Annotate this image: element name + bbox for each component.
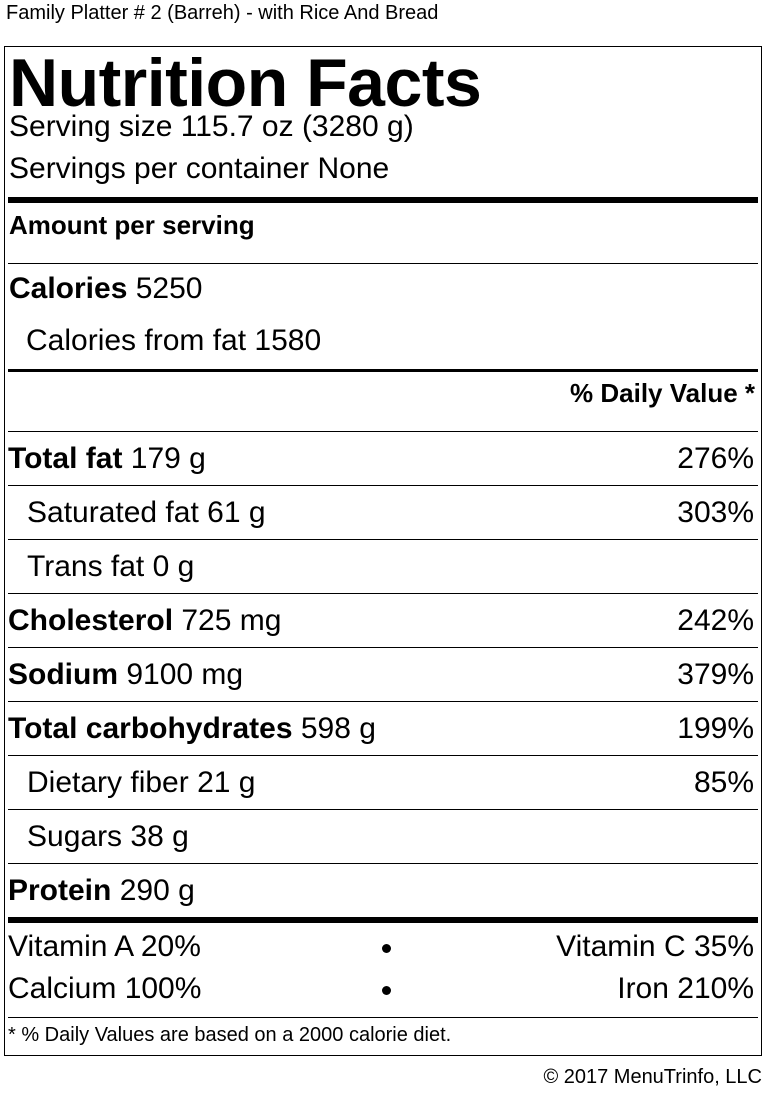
nutrient-daily-value: 303% xyxy=(677,496,754,529)
nutrient-name: Protein xyxy=(8,874,112,907)
nutrient-row: Total carbohydrates 598 g 199% xyxy=(8,702,758,756)
nutrient-label: Sugars 38 g xyxy=(27,810,189,864)
nutrient-amount: 0 g xyxy=(152,550,195,583)
nutrition-facts-heading: Nutrition Facts xyxy=(9,45,482,121)
nutrient-daily-value: 242% xyxy=(677,604,754,637)
calcium: Calcium 100% xyxy=(8,972,202,1005)
divider xyxy=(8,485,758,486)
divider xyxy=(8,431,758,432)
nutrient-name: Total fat xyxy=(8,442,123,475)
nutrient-daily-value: 199% xyxy=(677,712,754,745)
nutrition-label: Nutrition Facts Serving size 115.7 oz (3… xyxy=(4,45,762,1056)
divider xyxy=(8,701,758,702)
nutrient-amount: 179 g xyxy=(130,442,206,475)
vitamin-row: Vitamin A 20% Vitamin C 35% xyxy=(8,927,758,967)
divider xyxy=(8,755,758,756)
nutrient-amount: 9100 mg xyxy=(126,658,244,691)
servings-per-container: Servings per container None xyxy=(9,152,390,185)
divider xyxy=(8,263,758,264)
nutrient-label: Sodium 9100 mg xyxy=(8,648,243,702)
iron: Iron 210% xyxy=(617,972,754,1005)
footnote: * % Daily Values are based on a 2000 cal… xyxy=(8,1024,452,1046)
vitamin-a: Vitamin A 20% xyxy=(8,930,201,963)
calories-label: Calories xyxy=(9,272,128,305)
divider xyxy=(8,593,758,594)
nutrient-row: Trans fat 0 g xyxy=(8,540,758,594)
nutrient-name: Total carbohydrates xyxy=(8,712,293,745)
thick-divider xyxy=(8,917,758,923)
nutrient-label: Saturated fat 61 g xyxy=(27,486,266,540)
nutrient-amount: 725 mg xyxy=(181,604,282,637)
nutrient-label: Cholesterol 725 mg xyxy=(8,594,281,648)
nutrient-label: Dietary fiber 21 g xyxy=(27,756,255,810)
nutrient-amount: 61 g xyxy=(207,496,266,529)
nutrient-name: Dietary fiber xyxy=(27,766,189,799)
nutrient-daily-value: 379% xyxy=(677,658,754,691)
copyright: © 2017 MenuTrinfo, LLC xyxy=(543,1066,762,1088)
nutrient-name: Saturated fat xyxy=(27,496,199,529)
nutrient-amount: 21 g xyxy=(197,766,256,799)
nutrient-row: Dietary fiber 21 g 85% xyxy=(8,756,758,810)
calories-value: 5250 xyxy=(135,272,203,305)
nutrient-row: Sodium 9100 mg 379% xyxy=(8,648,758,702)
divider xyxy=(8,863,758,864)
divider xyxy=(8,539,758,540)
serving-size: Serving size 115.7 oz (3280 g) xyxy=(9,110,414,143)
divider xyxy=(8,647,758,648)
bullet-icon xyxy=(382,986,391,995)
nutrient-label: Trans fat 0 g xyxy=(27,540,194,594)
calories-from-fat: Calories from fat 1580 xyxy=(26,324,322,357)
nutrient-row: Protein 290 g xyxy=(8,864,758,918)
nutrient-amount: 38 g xyxy=(130,820,189,853)
nutrient-row: Total fat 179 g 276% xyxy=(8,432,758,486)
nutrient-label: Total fat 179 g xyxy=(8,432,206,486)
nutrient-row: Saturated fat 61 g 303% xyxy=(8,486,758,540)
divider xyxy=(8,1017,758,1018)
divider xyxy=(8,809,758,810)
nutrient-amount: 598 g xyxy=(300,712,376,745)
vitamin-c: Vitamin C 35% xyxy=(556,930,754,963)
nutrient-daily-value: 85% xyxy=(693,766,754,799)
thick-divider xyxy=(8,197,758,203)
amount-per-serving: Amount per serving xyxy=(9,210,255,240)
daily-value-header: % Daily Value * xyxy=(570,378,755,408)
nutrient-amount: 290 g xyxy=(119,874,195,907)
nutrient-label: Total carbohydrates 598 g xyxy=(8,702,376,756)
nutrient-name: Sugars xyxy=(27,820,123,853)
nutrient-daily-value: 276% xyxy=(677,442,754,475)
nutrient-name: Trans fat xyxy=(27,550,145,583)
mineral-row: Calcium 100% Iron 210% xyxy=(8,969,758,1009)
medium-divider xyxy=(8,369,758,372)
calories-row: Calories 5250 xyxy=(9,271,202,307)
nutrient-row: Sugars 38 g xyxy=(8,810,758,864)
nutrient-row: Cholesterol 725 mg 242% xyxy=(8,594,758,648)
bullet-icon xyxy=(382,944,391,953)
nutrient-name: Sodium xyxy=(8,658,118,691)
nutrient-label: Protein 290 g xyxy=(8,864,195,918)
page-title: Family Platter # 2 (Barreh) - with Rice … xyxy=(6,2,439,24)
nutrient-name: Cholesterol xyxy=(8,604,174,637)
